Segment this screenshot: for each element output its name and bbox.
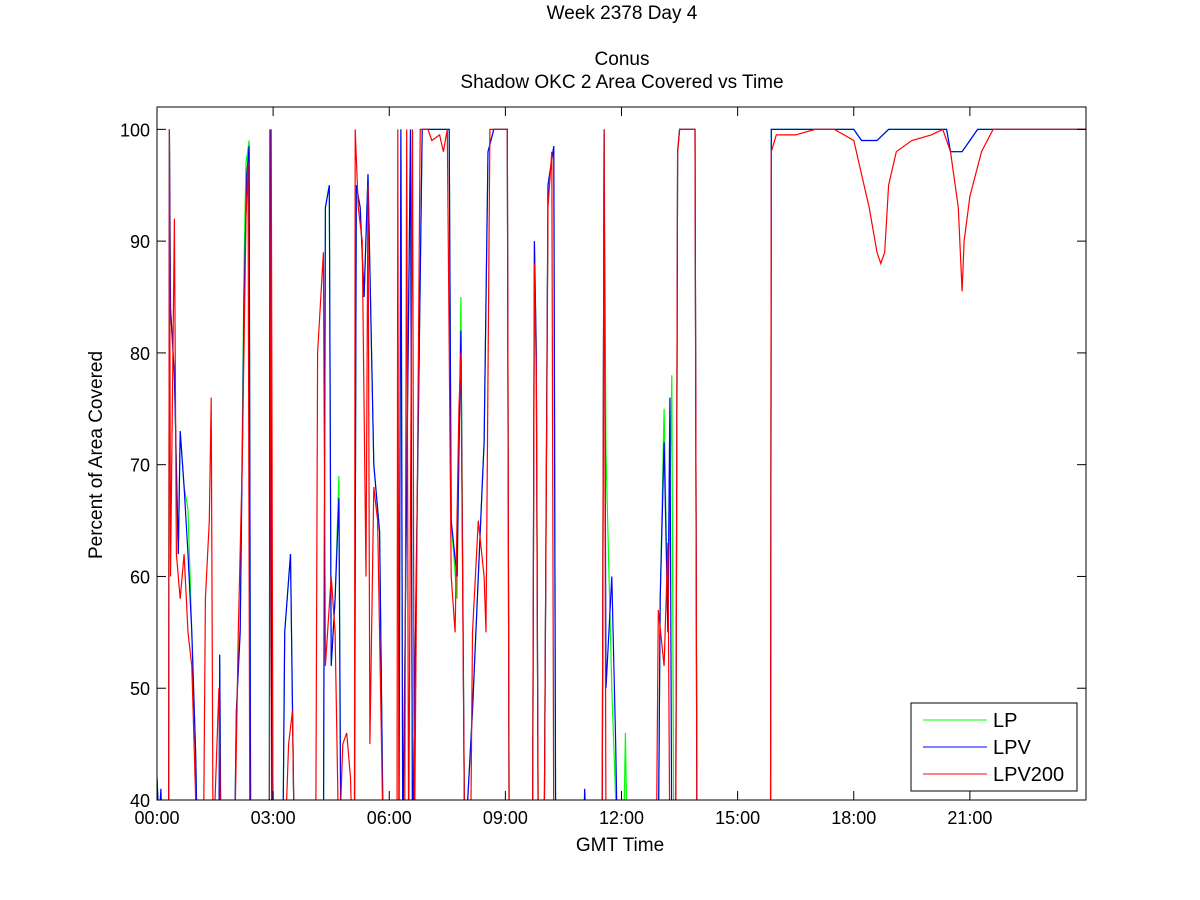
- chart-title-main: Shadow OKC 2 Area Covered vs Time: [460, 72, 784, 93]
- y-tick-label: 80: [130, 344, 150, 364]
- y-tick-label: 40: [130, 791, 150, 811]
- plot-area-frame: [156, 106, 1087, 801]
- legend-label-lpv: LPV: [993, 737, 1031, 759]
- y-axis-label: Percent of Area Covered: [86, 351, 107, 559]
- x-tick-label: 00:00: [134, 808, 179, 828]
- y-tick-label: 90: [130, 232, 150, 252]
- x-tick-label: 06:00: [367, 808, 412, 828]
- x-tick-label: 12:00: [599, 808, 644, 828]
- chart-title-week: Week 2378 Day 4: [546, 3, 698, 24]
- axis-ticks: 00:00 03:00 06:00 09:00 12:00 15:00 18:00 21:00…: [120, 107, 1086, 828]
- series-line-lpv200: [168, 128, 1086, 800]
- x-tick-label: 18:00: [831, 808, 876, 828]
- y-tick-label: 100: [120, 120, 150, 140]
- chart-title-region: Conus: [594, 49, 650, 70]
- x-tick-label: 15:00: [715, 808, 760, 828]
- legend-label-lp: LP: [993, 710, 1017, 732]
- plot-series: [157, 128, 1086, 800]
- legend: LP LPV LPV200: [910, 702, 1078, 792]
- x-axis-label: GMT Time: [576, 835, 664, 856]
- x-tick-label: 09:00: [483, 808, 528, 828]
- legend-label-lpv200: LPV200: [993, 764, 1064, 786]
- y-tick-label: 60: [130, 567, 150, 587]
- y-tick-label: 70: [130, 456, 150, 476]
- x-tick-label: 03:00: [251, 808, 296, 828]
- x-tick-label: 21:00: [947, 808, 992, 828]
- y-tick-label: 50: [130, 679, 150, 699]
